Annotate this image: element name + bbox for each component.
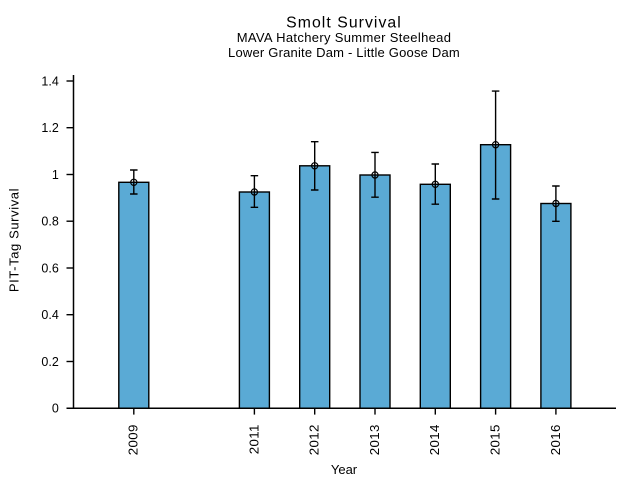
svg-text:0.2: 0.2 bbox=[41, 355, 58, 369]
svg-text:0.6: 0.6 bbox=[41, 262, 58, 276]
svg-text:1.4: 1.4 bbox=[41, 75, 58, 89]
svg-text:0: 0 bbox=[52, 402, 59, 416]
svg-text:2011: 2011 bbox=[246, 424, 261, 454]
svg-text:1: 1 bbox=[52, 168, 59, 182]
svg-text:1.2: 1.2 bbox=[41, 121, 58, 135]
svg-text:2013: 2013 bbox=[367, 424, 382, 455]
svg-text:2012: 2012 bbox=[307, 424, 322, 455]
svg-text:2009: 2009 bbox=[126, 424, 141, 455]
svg-text:Year: Year bbox=[331, 462, 358, 477]
svg-text:PIT-Tag Survival: PIT-Tag Survival bbox=[7, 188, 22, 292]
svg-text:MAVA Hatchery Summer Steelhead: MAVA Hatchery Summer Steelhead bbox=[237, 30, 452, 45]
svg-text:2016: 2016 bbox=[548, 424, 563, 455]
svg-text:2015: 2015 bbox=[488, 424, 503, 455]
svg-text:Smolt Survival: Smolt Survival bbox=[286, 15, 402, 32]
svg-text:Lower Granite Dam - Little Goo: Lower Granite Dam - Little Goose Dam bbox=[228, 45, 460, 60]
svg-text:0.4: 0.4 bbox=[41, 308, 58, 322]
svg-text:2014: 2014 bbox=[427, 424, 442, 455]
svg-text:0.8: 0.8 bbox=[41, 215, 58, 229]
